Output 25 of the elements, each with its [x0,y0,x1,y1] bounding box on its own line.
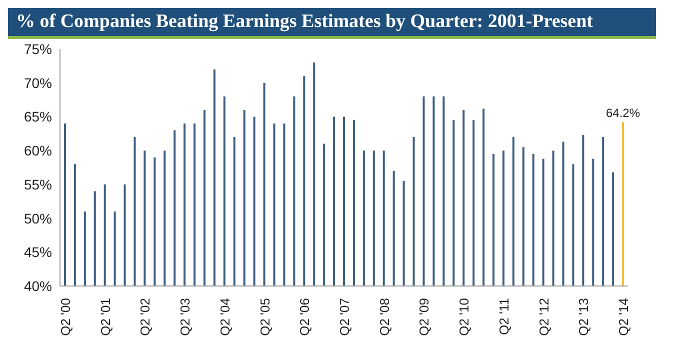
x-tick-label: Q2 '03 [178,298,193,336]
x-tick-label: Q2 '10 [456,298,472,336]
x-tick-label: Q2 '07 [337,298,352,336]
x-tick-label: Q2 '08 [376,298,392,336]
y-tick-label: 55% [24,176,52,192]
y-tick-label: 65% [24,108,52,125]
x-tick-label: Q2 '04 [217,298,232,336]
y-tick-label: 60% [24,142,52,159]
x-tick-label: Q2 '02 [138,298,153,336]
y-tick-label: 70% [24,74,52,91]
x-tick-label: Q2 '09 [416,298,432,336]
data-label: 64.2% [606,106,640,120]
y-tick-label: 75% [24,40,52,57]
x-tick-label: Q2 '01 [98,298,113,336]
y-tick-label: 50% [24,210,52,226]
x-tick-label: Q2 '00 [58,298,73,336]
chart-title: % of Companies Beating Earnings Estimates by Quarter: 2001-Present [8,8,656,39]
x-tick-label: Q2 '13 [576,298,592,336]
x-tick-label: Q2 '06 [297,298,312,336]
y-tick-label: 45% [24,244,52,260]
x-tick-label: Q2 '05 [257,298,272,336]
x-tick-label: Q2 '12 [536,298,552,336]
x-tick-label: Q2 '14 [616,298,632,336]
y-tick-label: 40% [24,278,52,294]
x-tick-label: Q2 '11 [496,298,512,335]
